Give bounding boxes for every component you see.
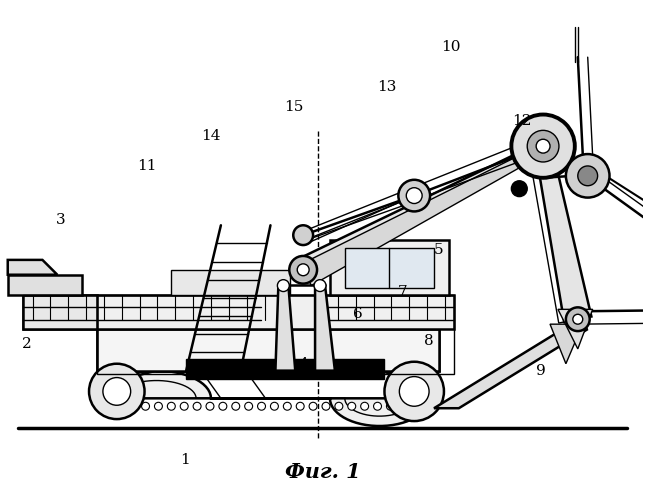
Circle shape: [103, 378, 130, 406]
Circle shape: [180, 402, 188, 410]
Circle shape: [309, 402, 317, 410]
Circle shape: [406, 188, 422, 204]
Circle shape: [386, 402, 394, 410]
Circle shape: [373, 402, 382, 410]
Polygon shape: [23, 294, 97, 329]
Circle shape: [412, 402, 420, 410]
Circle shape: [335, 402, 343, 410]
Text: Фиг. 1: Фиг. 1: [285, 462, 361, 482]
Circle shape: [399, 402, 407, 410]
Text: 13: 13: [377, 80, 397, 94]
Text: 15: 15: [284, 100, 304, 114]
Polygon shape: [298, 142, 545, 280]
Circle shape: [277, 280, 289, 291]
Circle shape: [512, 114, 575, 178]
Circle shape: [116, 402, 124, 410]
Text: 8: 8: [424, 334, 433, 348]
Circle shape: [232, 402, 240, 410]
Text: 14: 14: [201, 130, 221, 143]
Polygon shape: [275, 284, 295, 370]
Polygon shape: [558, 310, 592, 349]
Circle shape: [512, 181, 527, 196]
Circle shape: [293, 226, 313, 245]
Circle shape: [360, 402, 369, 410]
Text: 10: 10: [441, 40, 461, 54]
Circle shape: [89, 364, 145, 419]
Circle shape: [399, 180, 430, 212]
Circle shape: [129, 402, 136, 410]
Text: 4: 4: [299, 356, 309, 370]
Circle shape: [258, 402, 266, 410]
Circle shape: [103, 402, 111, 410]
Polygon shape: [171, 270, 290, 294]
Circle shape: [399, 376, 429, 406]
Circle shape: [219, 402, 227, 410]
Circle shape: [384, 362, 444, 421]
Polygon shape: [315, 284, 335, 370]
Polygon shape: [8, 274, 82, 294]
Polygon shape: [434, 329, 588, 408]
Circle shape: [322, 402, 330, 410]
Text: 5: 5: [433, 243, 443, 257]
Text: 3: 3: [56, 214, 65, 228]
Text: 2: 2: [22, 337, 32, 351]
Circle shape: [154, 402, 162, 410]
Polygon shape: [8, 260, 57, 274]
Circle shape: [527, 130, 559, 162]
Text: 6: 6: [353, 308, 363, 322]
Circle shape: [297, 402, 304, 410]
Polygon shape: [330, 240, 449, 294]
Circle shape: [271, 402, 278, 410]
Text: 9: 9: [536, 364, 546, 378]
Polygon shape: [186, 359, 384, 378]
Circle shape: [284, 402, 291, 410]
Circle shape: [566, 154, 610, 198]
Text: 1: 1: [180, 453, 190, 467]
Polygon shape: [102, 370, 429, 426]
Circle shape: [297, 264, 309, 276]
Text: 12: 12: [512, 114, 531, 128]
Bar: [345, 248, 434, 288]
Circle shape: [578, 166, 598, 186]
Circle shape: [536, 139, 550, 153]
Circle shape: [206, 402, 214, 410]
Text: 11: 11: [137, 159, 156, 173]
Polygon shape: [550, 324, 583, 364]
Circle shape: [141, 402, 149, 410]
Circle shape: [348, 402, 356, 410]
Polygon shape: [23, 294, 454, 329]
Polygon shape: [535, 144, 591, 322]
Polygon shape: [97, 329, 439, 370]
Circle shape: [289, 256, 317, 283]
Circle shape: [167, 402, 175, 410]
Circle shape: [193, 402, 201, 410]
Circle shape: [314, 280, 326, 291]
Circle shape: [245, 402, 253, 410]
Circle shape: [573, 314, 583, 324]
Text: 7: 7: [398, 285, 408, 299]
Polygon shape: [300, 144, 547, 286]
Circle shape: [566, 308, 590, 331]
Polygon shape: [97, 329, 439, 370]
